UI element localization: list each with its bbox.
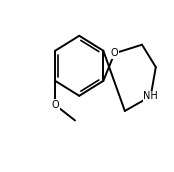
Text: O: O <box>111 48 118 58</box>
Text: NH: NH <box>143 91 158 101</box>
Text: O: O <box>51 100 59 110</box>
